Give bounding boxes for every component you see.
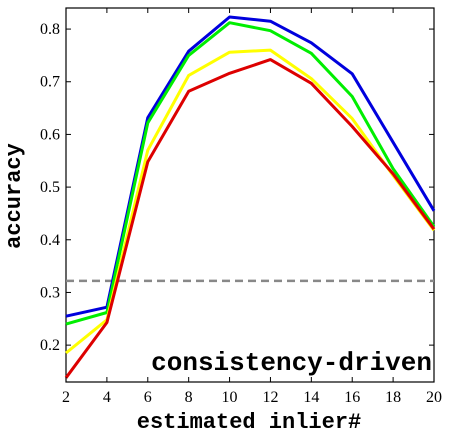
series-line-3 [65, 48, 436, 355]
y-axis-ticks: 0.2 0.3 0.4 0.5 0.6 0.7 0.8 [40, 21, 434, 354]
plot-area [64, 7, 436, 383]
x-tick-label: 8 [185, 389, 193, 406]
y-tick-label: 0.4 [40, 232, 60, 249]
x-tick-label: 2 [62, 389, 70, 406]
plot-frame [65, 7, 435, 383]
x-tick-label: 10 [222, 389, 238, 406]
x-axis-ticks: 2 4 6 8 10 12 14 16 18 20 [62, 8, 442, 406]
x-tick-label: 12 [262, 389, 278, 406]
series-line-4 [64, 58, 436, 379]
x-axis-label: estimated inlier# [137, 410, 361, 435]
y-tick-label: 0.7 [40, 74, 60, 91]
y-tick-label: 0.8 [40, 21, 60, 38]
x-tick-label: 16 [344, 389, 360, 406]
x-tick-label: 18 [385, 389, 401, 406]
y-tick-label: 0.5 [40, 179, 60, 196]
x-tick-label: 20 [426, 389, 442, 406]
y-tick-label: 0.3 [40, 284, 60, 301]
series-line-2 [65, 21, 436, 326]
y-axis-label: accuracy [2, 143, 27, 249]
x-tick-label: 14 [303, 389, 319, 406]
y-tick-label: 0.2 [40, 337, 60, 354]
x-tick-label: 4 [103, 389, 111, 406]
chart-annotation: consistency-driven [151, 348, 432, 378]
x-tick-label: 6 [144, 389, 152, 406]
y-tick-label: 0.6 [40, 126, 60, 143]
